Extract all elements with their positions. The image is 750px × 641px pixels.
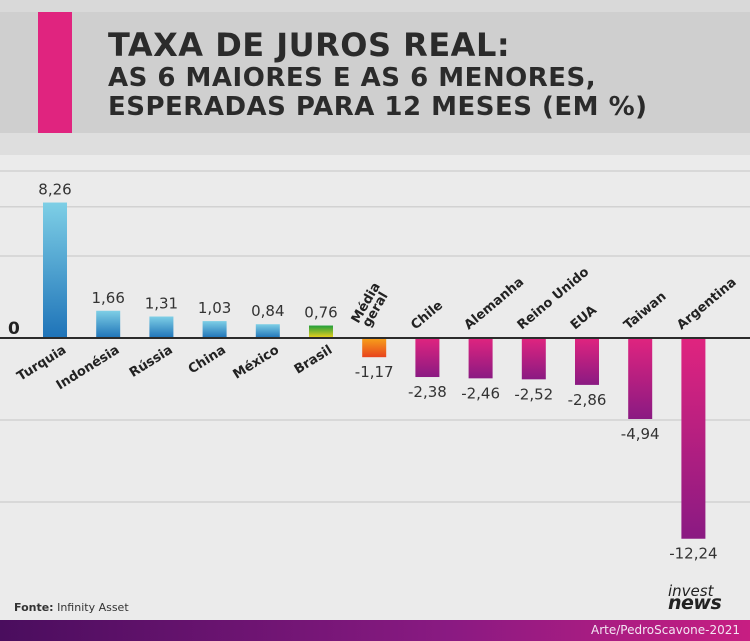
category-label: Taiwan xyxy=(621,289,669,333)
svg-text:Taiwan: Taiwan xyxy=(621,289,669,333)
source-note: Fonte: Infinity Asset xyxy=(14,601,129,614)
logo-news: news xyxy=(668,592,722,614)
svg-text:EUA: EUA xyxy=(568,303,600,333)
value-label: -2,52 xyxy=(514,385,553,403)
svg-text:Chile: Chile xyxy=(408,298,446,333)
bar-6 xyxy=(362,338,387,358)
bar-12 xyxy=(681,338,706,539)
value-label: 1,03 xyxy=(198,299,231,317)
value-label: -12,24 xyxy=(669,545,717,563)
source-label: Fonte: xyxy=(14,601,54,614)
bar-8 xyxy=(468,338,493,379)
bar-5 xyxy=(309,325,333,338)
value-label: -2,46 xyxy=(461,384,500,402)
accent-bar xyxy=(38,12,72,133)
category-label: Argentina xyxy=(674,275,739,333)
bar-4 xyxy=(255,324,280,338)
category-label: Brasil xyxy=(292,343,335,378)
bar-10 xyxy=(575,338,599,385)
svg-text:México: México xyxy=(231,343,282,383)
category-label: Rússia xyxy=(127,343,176,381)
credit-text: Arte/PedroScavone-2021 xyxy=(591,623,740,637)
category-label: China xyxy=(186,343,229,378)
bar-11 xyxy=(628,338,653,420)
svg-text:Brasil: Brasil xyxy=(292,343,335,378)
category-label: EUA xyxy=(568,303,600,333)
bottom-strip xyxy=(0,620,750,641)
category-label: México xyxy=(231,343,282,383)
logo-invest: invest xyxy=(668,582,714,600)
zero-label: 0 xyxy=(8,319,20,339)
value-label: -2,86 xyxy=(568,391,607,409)
svg-text:China: China xyxy=(186,343,229,378)
chart-subtitle: AS 6 MAIORES E AS 6 MENORES, ESPERADAS P… xyxy=(108,64,648,122)
bar-7 xyxy=(415,338,440,378)
value-label: 1,66 xyxy=(91,289,124,307)
source-value: Infinity Asset xyxy=(57,601,129,614)
value-label: 8,26 xyxy=(38,181,71,199)
bar-0 xyxy=(43,202,67,338)
value-label: -2,38 xyxy=(408,383,447,401)
bar-2 xyxy=(149,316,174,338)
value-label: 0,76 xyxy=(304,304,337,322)
title-panel xyxy=(0,12,750,133)
bar-3 xyxy=(202,321,227,338)
value-label: 0,84 xyxy=(251,302,284,320)
category-label: Chile xyxy=(408,298,446,333)
subtitle-line-2: ESPERADAS PARA 12 MESES (EM %) xyxy=(108,92,648,122)
subtitle-line-1: AS 6 MAIORES E AS 6 MENORES, xyxy=(108,63,597,93)
svg-text:Rússia: Rússia xyxy=(127,343,176,381)
value-label: -1,17 xyxy=(355,363,394,381)
bar-chart: 8,26Turquia1,66Indonésia1,31Rússia1,03Ch… xyxy=(0,170,750,563)
bar-9 xyxy=(521,338,546,380)
value-label: 1,31 xyxy=(145,295,178,313)
svg-text:Argentina: Argentina xyxy=(674,275,739,333)
value-label: -4,94 xyxy=(621,425,660,443)
separator-band xyxy=(0,133,750,155)
bar-1 xyxy=(96,310,121,338)
chart-title: TAXA DE JUROS REAL: xyxy=(108,26,511,64)
